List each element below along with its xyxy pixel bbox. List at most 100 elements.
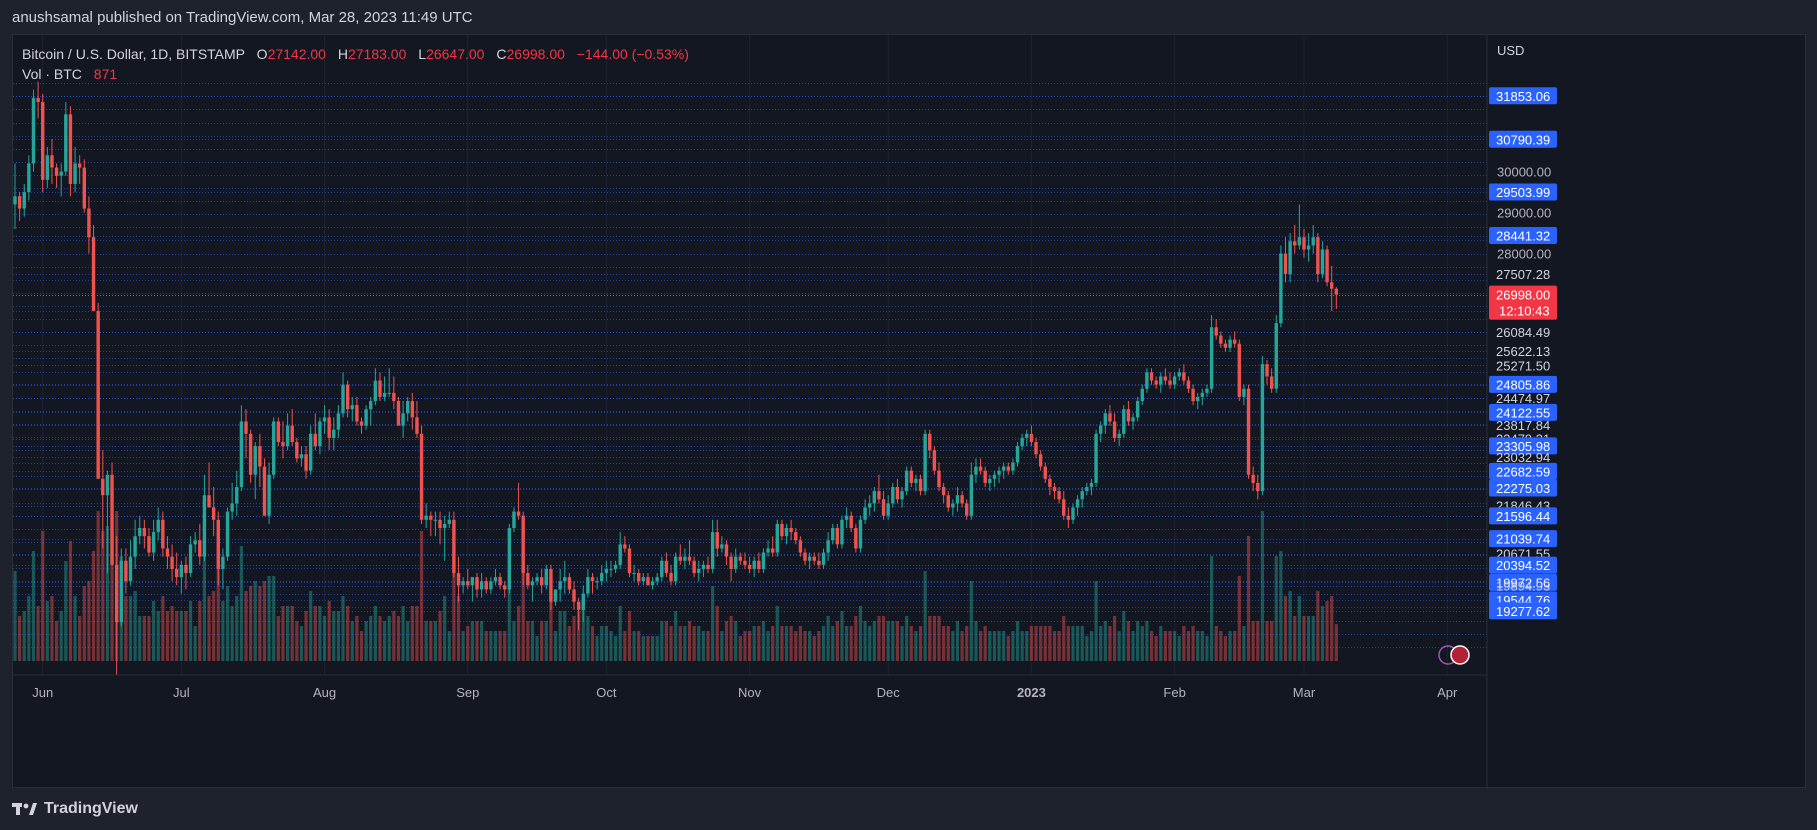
candle-body [1029,433,1034,442]
level-badge [1489,227,1557,245]
candle-body [484,581,488,590]
volume-bar [715,606,719,661]
volume-bar [1246,536,1251,661]
candle-body [909,470,913,483]
candle-body [1085,487,1089,492]
candle-body [424,515,428,520]
volume-bar [757,626,761,661]
candle-body [516,511,521,516]
currency-label: USD [1497,43,1524,58]
volume-bar [82,586,86,661]
volume-bar [1149,631,1154,661]
volume-bar [461,631,465,661]
volume-bar [179,611,183,661]
candle-body [1320,249,1325,275]
candle-body [1182,372,1186,381]
brand[interactable]: TradingView [12,800,138,818]
candle-body [946,495,950,508]
volume-bar [272,576,276,661]
candle-body [1168,380,1172,385]
candle-body [73,163,77,184]
chart-panel[interactable]: Jun Jul Aug Sep Oct Nov Dec 2023 Feb Mar Apr USD 300… [12,34,1807,789]
volume-bar [697,626,701,661]
candle-body [225,511,230,557]
author-name[interactable]: anushsamal [12,9,93,26]
candle-body [794,532,798,541]
candle-body [161,519,165,549]
candle-body [1186,380,1191,389]
volume-bar [535,636,539,661]
volume-bar [1320,606,1325,661]
volume-bar [68,541,73,661]
candle-body [766,548,770,553]
candle-body [82,167,86,209]
candle-body [295,441,299,459]
volume-bar [295,621,299,661]
volume-bar [91,551,96,661]
low-label: L [418,46,427,62]
volume-bar [891,621,895,661]
volume-bar [456,596,461,661]
level-badge [1489,403,1557,421]
volume-bar [1122,611,1126,661]
volume-bar [817,631,821,661]
price-axis-label: 30000.00 [1497,165,1551,180]
volume-bar [609,631,613,661]
volume-bar [526,621,530,661]
candle-body [133,536,137,557]
candle-body [396,401,401,426]
volume-bar [31,551,36,661]
volume-bar [1159,626,1163,661]
candle-body [747,564,752,569]
candle-body [770,548,775,553]
volume-bar [858,606,863,661]
volume-bar [54,621,59,661]
volume-bar [789,626,793,661]
candle-body [77,163,82,168]
volume-bar [900,626,904,661]
open-value: 27142.00 [267,46,326,62]
candle-body [165,548,170,557]
level-badge [1489,530,1557,548]
volume-bar [36,606,40,661]
volume-bar [1085,636,1089,661]
candle-body [609,568,613,570]
candle-body [692,560,696,574]
volume-bar [1029,626,1033,661]
volume-bar [1052,631,1057,661]
volume-label[interactable]: Vol · BTC [22,66,82,82]
candle-body [1219,335,1223,344]
volume-bar [586,616,590,661]
volume-bar [41,531,45,661]
candle-body [701,564,706,569]
volume-bar [45,601,49,661]
candle-body [373,380,378,402]
candle-body [539,577,544,586]
candle-body [655,577,659,582]
candle-body [332,429,336,438]
candle-body [124,560,128,582]
candle-body [872,491,877,504]
price-chart[interactable]: Jun Jul Aug Sep Oct Nov Dec 2023 Feb Mar Apr USD 300… [13,35,1807,789]
candle-body [761,552,766,569]
volume-bar [1223,636,1228,661]
volume-bar [1237,576,1241,661]
current-price-label: 26998.00 [1496,288,1550,303]
candle-body [138,527,142,537]
high-label: H [337,46,348,62]
symbol-title[interactable]: Bitcoin / U.S. Dollar, 1D, BITSTAMP [22,46,245,62]
volume-bar [618,606,622,661]
volume-bar [1034,626,1038,661]
volume-bar [225,586,230,661]
candle-body [1200,392,1205,397]
candle-body [1126,409,1131,422]
candle-body [664,560,669,574]
volume-bar [96,511,100,661]
volume-bar [22,611,26,661]
countdown-label: 12:10:43 [1499,304,1550,319]
candle-body [1293,241,1297,246]
volume-bar [230,606,234,661]
volume-bar [655,636,659,661]
candle-body [937,470,941,488]
volume-bar [627,611,632,661]
